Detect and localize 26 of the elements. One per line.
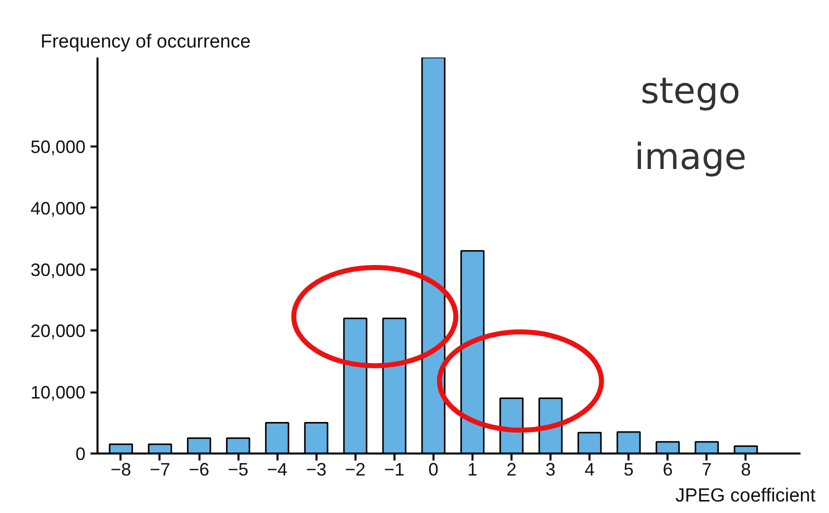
x-tick-label: −7 [150, 460, 170, 480]
x-tick-label: 8 [740, 460, 751, 480]
y-tick-label: 0 [75, 444, 86, 464]
y-tick-label: 50,000 [30, 137, 86, 158]
y-axis-title: Frequency of occurrence [40, 32, 251, 52]
x-tick-label: −2 [345, 460, 366, 480]
x-tick-label: 4 [584, 460, 595, 480]
x-tick-label: 0 [428, 460, 438, 480]
y-tick-label: 20,000 [30, 321, 86, 342]
x-tick-label: −4 [266, 460, 288, 480]
x-tick-label: −3 [306, 460, 326, 480]
x-tick-label: −1 [384, 460, 405, 480]
x-axis-title: JPEG coefficient [675, 486, 816, 506]
x-tick-label: 1 [467, 460, 478, 480]
y-tick-label: 10,000 [30, 382, 86, 403]
x-tick-label: −5 [228, 460, 248, 480]
x-tick-label: 2 [506, 460, 516, 480]
x-tick-label: −6 [188, 460, 210, 480]
x-tick-label: 3 [546, 460, 556, 480]
x-tick-label: 5 [624, 460, 634, 480]
y-tick-label: 40,000 [30, 198, 86, 218]
annotation: stego image [634, 71, 747, 178]
y-tick-label: 30,000 [30, 260, 86, 280]
x-tick-label: 7 [702, 460, 712, 480]
x-tick-label: 6 [662, 460, 673, 480]
x-tick-label: −8 [110, 460, 132, 480]
